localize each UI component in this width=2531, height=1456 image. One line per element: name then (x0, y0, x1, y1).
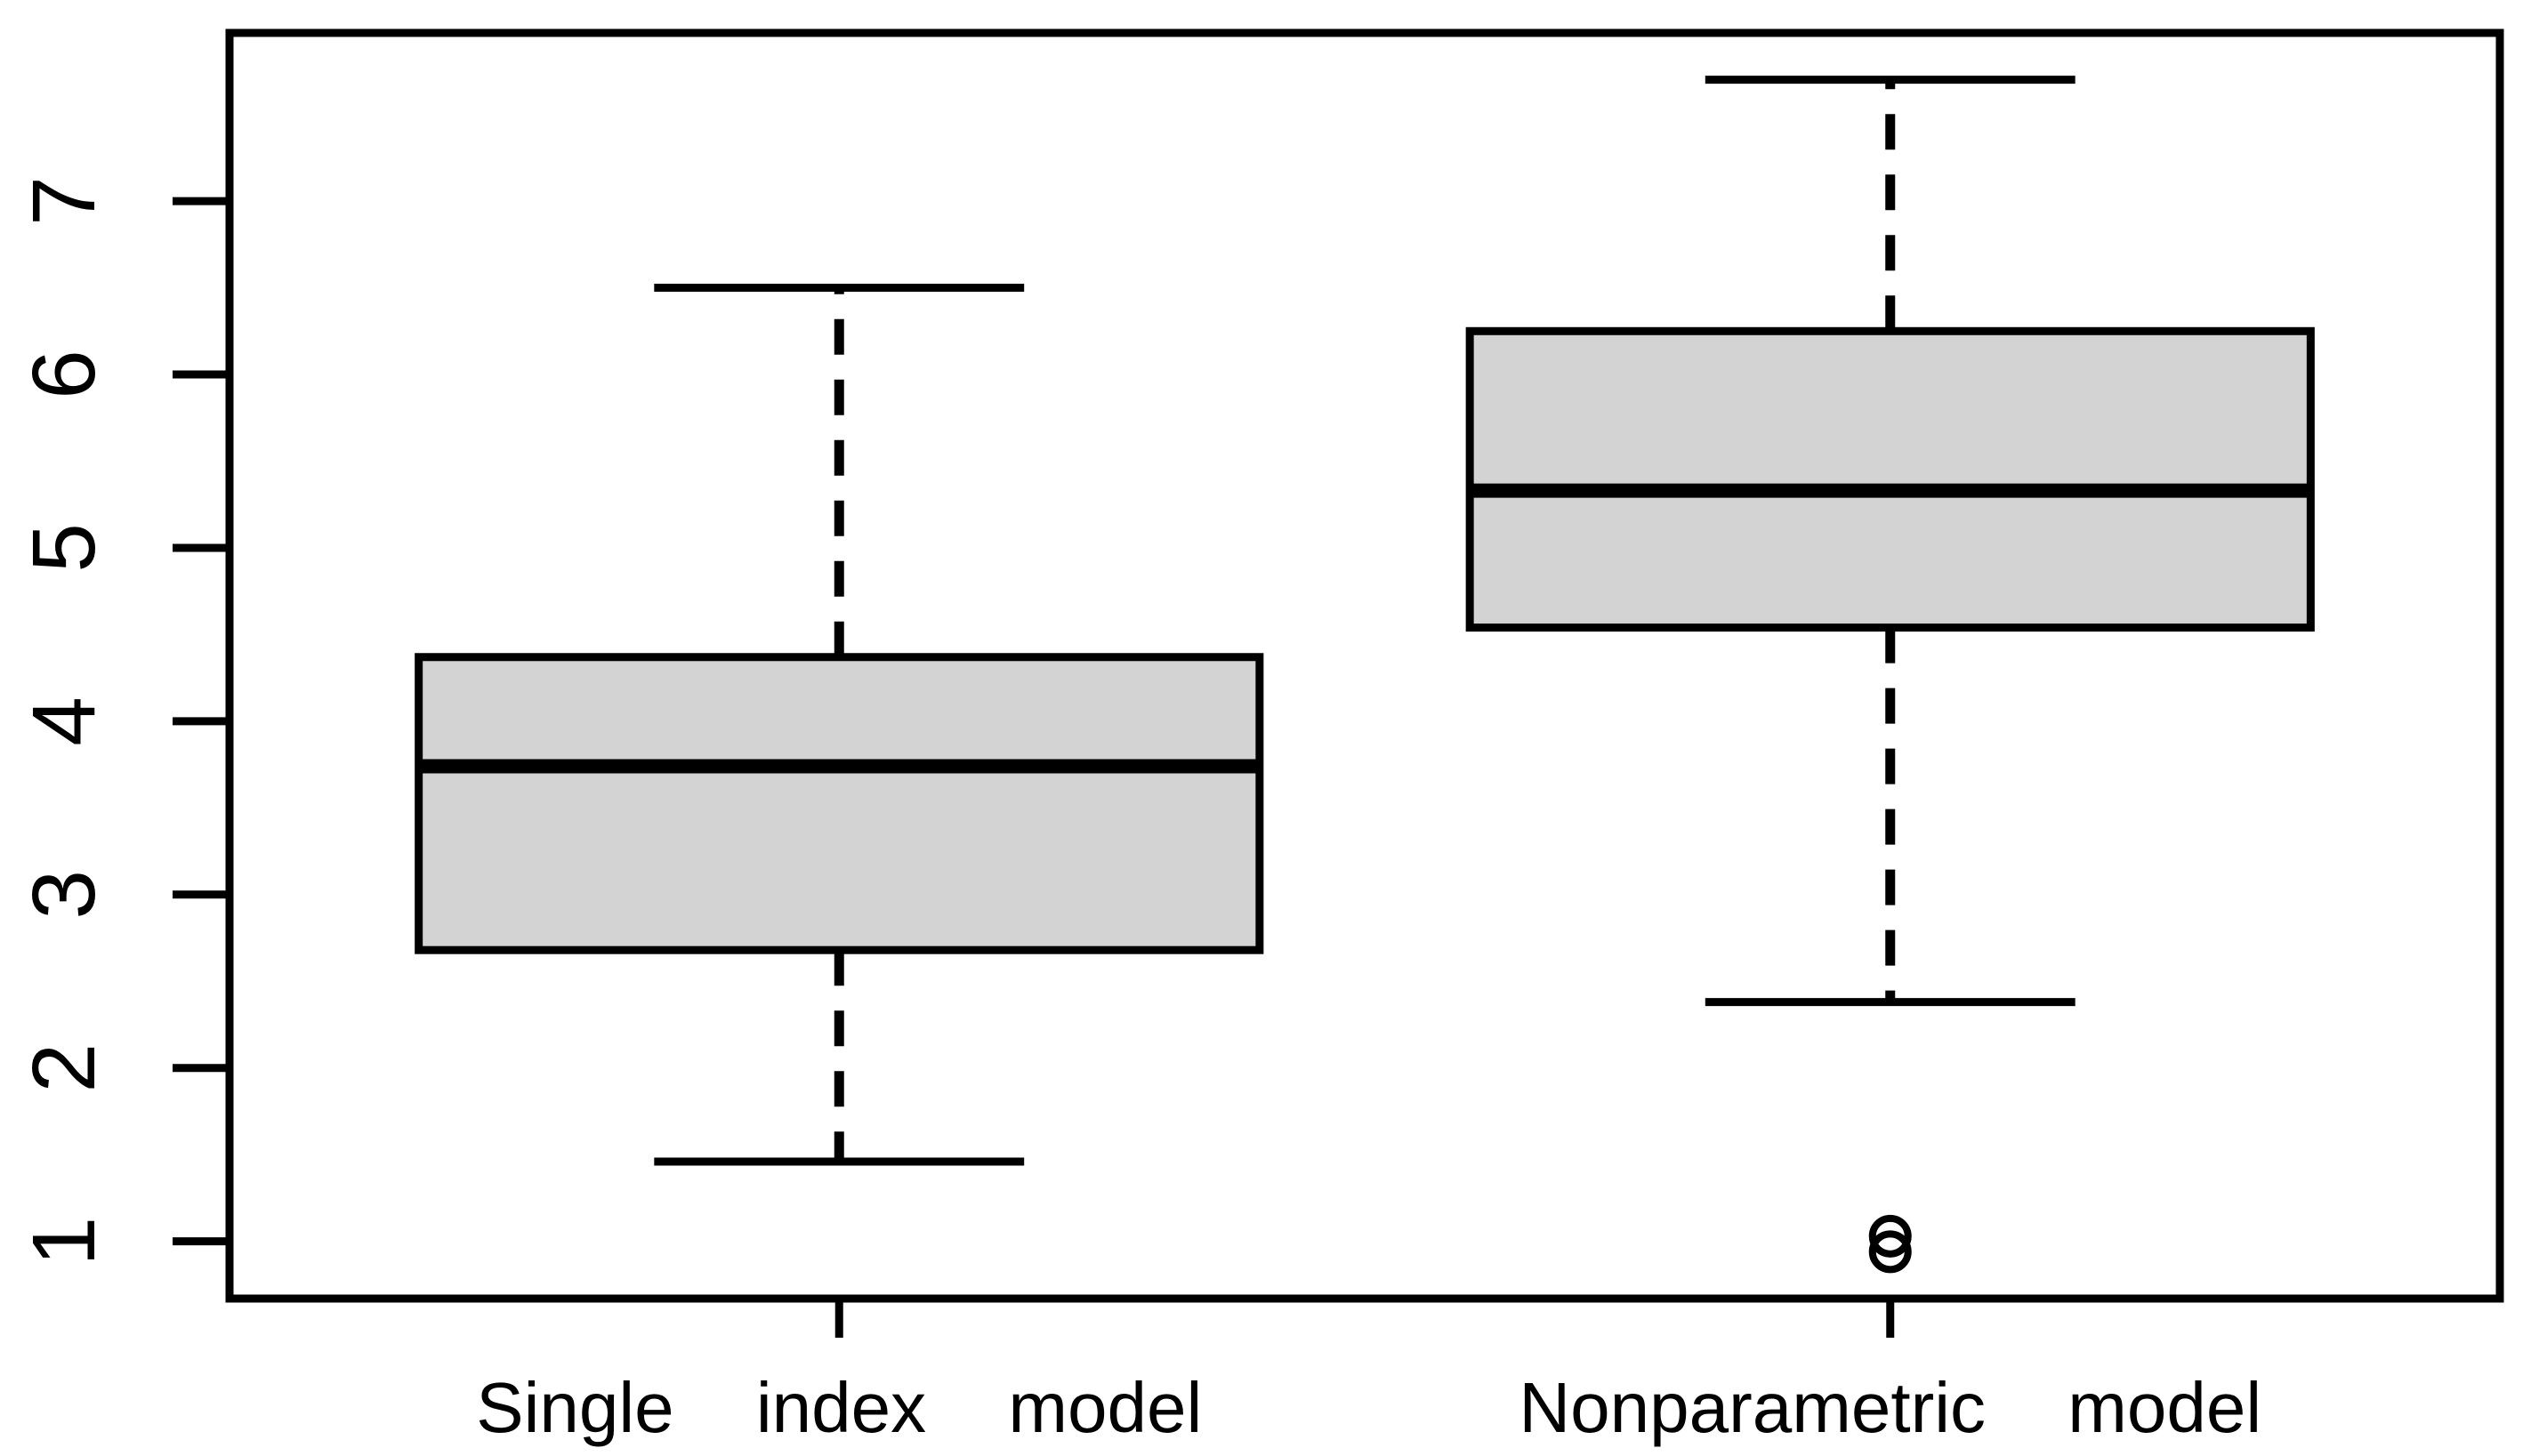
y-tick-label-5: 5 (14, 523, 114, 573)
y-tick-label-1: 1 (14, 1217, 114, 1267)
y-tick-label-2: 2 (14, 1043, 114, 1093)
y-tick-label-4: 4 (14, 696, 114, 746)
y-tick-label-6: 6 (14, 350, 114, 399)
x-category-label-single-index-model: Single index model (476, 1368, 1202, 1447)
outlier-point-nonparametric-model-2 (1868, 1230, 1912, 1274)
x-category-label-nonparametric-model: Nonparametric model (1519, 1368, 2261, 1447)
plot-frame (225, 28, 2504, 1303)
outlier-point-nonparametric-model-1 (1868, 1214, 1912, 1258)
y-tick-label-3: 3 (14, 870, 114, 920)
y-tick-label-7: 7 (14, 176, 114, 226)
iqr-box-single-index-model (415, 653, 1264, 954)
iqr-box-nonparametric-model (1465, 326, 2315, 632)
